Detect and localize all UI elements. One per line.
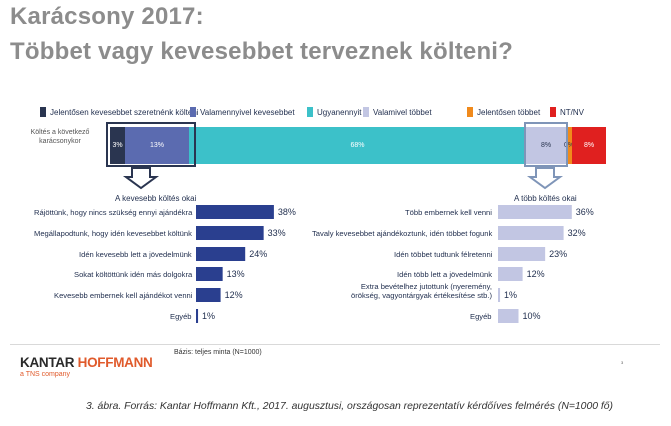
legend-item: Jelentősen kevesebbet szeretnénk költeni	[40, 106, 199, 118]
stacked-segment: 8%	[526, 127, 566, 164]
increase-reasons-title: A több költés okai	[514, 194, 577, 203]
reason-bar	[498, 267, 523, 281]
legend-swatch	[363, 107, 369, 117]
logo-subtitle: a TNS company	[20, 371, 71, 378]
legend-swatch	[467, 107, 473, 117]
reason-value: 1%	[202, 311, 216, 321]
reason-value: 32%	[567, 228, 586, 238]
reason-value: 12%	[526, 269, 545, 279]
reason-value: 38%	[277, 207, 296, 217]
legend-label: NT/NV	[560, 107, 584, 117]
increase-reasons-bars	[498, 205, 572, 323]
reason-label: Egyéb	[470, 312, 492, 321]
stacked-segment: 68%	[189, 127, 526, 164]
legend-label: Jelentősen kevesebbet szeretnénk költeni	[50, 107, 199, 117]
increase-highlight-frame	[524, 122, 568, 167]
page-number: 3	[621, 360, 624, 365]
reason-bar	[196, 309, 199, 323]
stacked-segment: 13%	[125, 127, 189, 164]
reason-label: Megállapodtunk, hogy idén kevesebbet köl…	[34, 229, 192, 238]
reason-bar	[196, 205, 274, 219]
callout-arrow	[122, 167, 160, 190]
reason-bar	[498, 247, 546, 261]
legend-label: Valamennyivel kevesebbet	[200, 107, 295, 117]
reason-label: Sokat költöttünk idén más dolgokra	[74, 270, 193, 279]
stacked-segment: 0%	[564, 127, 574, 164]
reason-label: Kevesebb embernek kell ajándékot venni	[54, 291, 193, 300]
decrease-reasons-title: A kevesebb költés okai	[115, 194, 197, 203]
reason-value: 24%	[249, 249, 268, 259]
callout-arrows	[122, 167, 564, 190]
reason-value: 12%	[224, 290, 243, 300]
reason-label: Több embernek kell venni	[405, 208, 492, 217]
reason-bar	[196, 267, 223, 281]
legend-swatch	[40, 107, 46, 117]
reason-bar	[196, 288, 221, 302]
reason-value: 10%	[522, 311, 541, 321]
legend-item: Ugyanennyit	[307, 106, 361, 118]
legend-label: Valamivel többet	[373, 107, 432, 117]
legend-item: Valamennyivel kevesebbet	[190, 106, 295, 118]
reason-label: Tavaly kevesebbet ajándékoztunk, idén tö…	[312, 229, 493, 238]
stack-row-label: Költés a következő karácsonykor	[30, 129, 90, 145]
reason-label: Idén többet tudtunk félretenni	[394, 250, 493, 259]
legend-item: Jelentősen többet	[467, 106, 540, 118]
stacked-bar: 3% 13% 68% 8% 0% 8%	[110, 127, 606, 164]
reason-label: Rájöttünk, hogy nincs szükség ennyi aján…	[34, 208, 193, 217]
title-line-2: Többet vagy kevesebbet terveznek költeni…	[10, 38, 514, 65]
callout-arrow	[526, 167, 564, 190]
reason-bar	[196, 247, 246, 261]
reason-label: Egyéb	[170, 312, 192, 321]
reason-value: 13%	[226, 269, 245, 279]
reason-bar	[498, 226, 564, 240]
legend-item: Valamivel többet	[363, 106, 432, 118]
reason-value: 36%	[575, 207, 594, 217]
legend-swatch	[190, 107, 196, 117]
legend-swatch	[550, 107, 556, 117]
legend-label: Ugyanennyit	[317, 107, 362, 117]
reason-value: 33%	[267, 228, 286, 238]
stacked-segment: 8%	[572, 127, 606, 164]
reason-bar	[196, 226, 264, 240]
legend-swatch	[307, 107, 313, 117]
reason-bar	[498, 309, 519, 323]
footer-divider	[10, 344, 660, 345]
reason-label: Extra bevételhez jutottunk (nyeremény, ö…	[351, 282, 492, 300]
reason-value: 23%	[549, 249, 568, 259]
reason-label: Idén több lett a jövedelmünk	[397, 270, 492, 279]
legend-item: NT/NV	[550, 106, 584, 118]
stacked-segment: 3%	[110, 127, 125, 164]
base-note: Bázis: teljes minta (N=1000)	[174, 349, 262, 356]
reason-bar	[498, 288, 501, 302]
reason-bar	[498, 205, 572, 219]
decrease-reasons-bars	[196, 205, 274, 323]
figure-caption: 3. ábra. Forrás: Kantar Hoffmann Kft., 2…	[86, 401, 614, 412]
decrease-highlight-frame	[106, 122, 196, 167]
reason-value: 1%	[504, 290, 518, 300]
legend: Jelentősen kevesebbet szeretnénk költeni…	[40, 106, 660, 118]
title-line-1: Karácsony 2017:	[10, 3, 204, 30]
kantar-hoffmann-logo: KANTAR HOFFMANN	[20, 355, 153, 370]
reason-label: Idén kevesebb lett a jövedelmünk	[79, 250, 192, 259]
legend-label: Jelentősen többet	[477, 107, 541, 117]
